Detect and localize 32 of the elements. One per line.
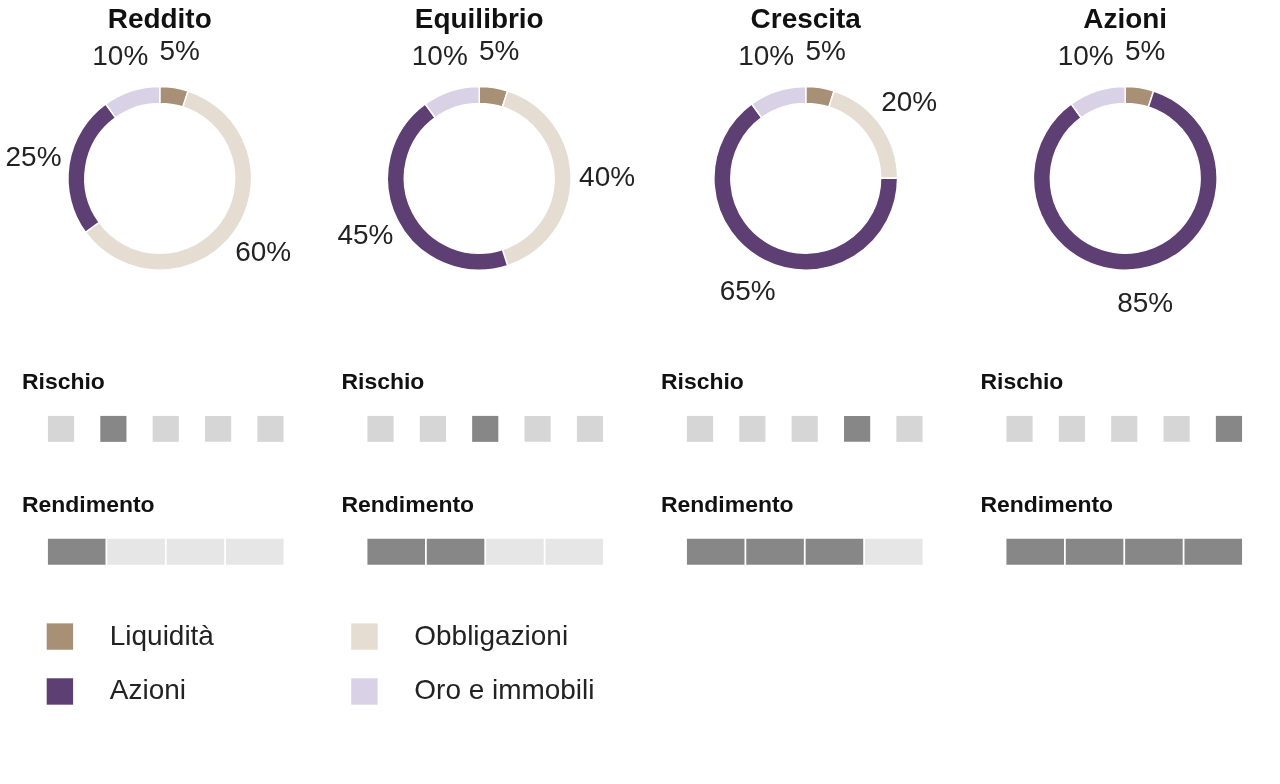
chart-title: Rendimento — [21, 490, 155, 517]
chart-title: Crescita — [750, 3, 862, 35]
data-label: 5% — [159, 35, 200, 67]
data-label: 40% — [579, 161, 636, 193]
data-label: 65% — [719, 275, 776, 307]
chart-title: Rischio — [341, 367, 425, 394]
chart-title: Azioni — [1083, 3, 1168, 35]
data-label: 25% — [5, 141, 62, 173]
chart-title: Rendimento — [980, 490, 1114, 517]
data-label: 5% — [1125, 35, 1166, 67]
chart-title: Reddito — [107, 3, 212, 35]
legend-label: Azioni — [109, 674, 186, 706]
data-label: 20% — [881, 86, 938, 118]
donut-slice — [1032, 90, 1218, 271]
chart-title: Rischio — [660, 367, 744, 394]
legend-label: Oro e immobili — [414, 674, 595, 706]
chart-title: Rischio — [980, 367, 1064, 394]
data-label: 10% — [1057, 39, 1114, 71]
data-label: 5% — [805, 35, 846, 67]
data-label: 10% — [92, 39, 149, 71]
data-label: 10% — [411, 39, 468, 71]
chart-title: Rendimento — [660, 490, 794, 517]
data-label: 5% — [479, 35, 520, 67]
legend-label: Liquidità — [109, 619, 215, 651]
legend-label: Obbligazioni — [414, 619, 569, 651]
data-label: 45% — [337, 219, 394, 251]
data-label: 85% — [1117, 287, 1174, 319]
chart-title: Equilibrio — [414, 3, 544, 35]
chart-title: Rendimento — [341, 490, 475, 517]
chart-title: Rischio — [21, 367, 105, 394]
data-label: 10% — [738, 39, 795, 71]
data-label: 60% — [235, 236, 292, 268]
